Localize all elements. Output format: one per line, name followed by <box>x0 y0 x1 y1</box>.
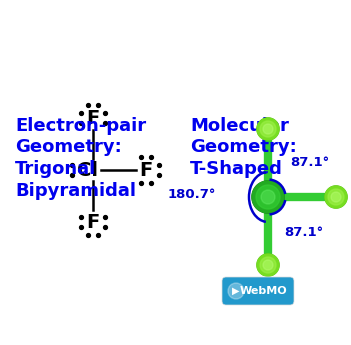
Circle shape <box>263 124 273 134</box>
Circle shape <box>325 186 347 208</box>
Circle shape <box>260 257 276 273</box>
Circle shape <box>257 118 279 140</box>
Circle shape <box>328 189 344 205</box>
Circle shape <box>252 181 284 213</box>
Text: 87.1°: 87.1° <box>284 227 323 239</box>
Circle shape <box>260 121 276 137</box>
Text: Cl: Cl <box>78 160 99 179</box>
Text: F: F <box>86 108 100 128</box>
Circle shape <box>261 190 275 204</box>
Text: Molecular
Geometry:
T-Shaped: Molecular Geometry: T-Shaped <box>190 117 297 178</box>
Circle shape <box>263 260 273 270</box>
Text: ▶: ▶ <box>232 286 240 296</box>
Text: 180.7°: 180.7° <box>168 187 216 200</box>
Text: 87.1°: 87.1° <box>290 157 329 169</box>
Text: WebMO: WebMO <box>239 286 287 296</box>
Circle shape <box>257 254 279 276</box>
Circle shape <box>252 181 284 213</box>
Text: F: F <box>86 213 100 231</box>
FancyBboxPatch shape <box>222 277 294 305</box>
Circle shape <box>256 185 280 209</box>
Circle shape <box>257 254 279 276</box>
Circle shape <box>325 186 347 208</box>
Text: F: F <box>139 160 153 179</box>
Circle shape <box>331 192 341 202</box>
Text: Electron-pair
Geometry:
Trigonal
Bipyramidal: Electron-pair Geometry: Trigonal Bipyram… <box>15 117 146 199</box>
Circle shape <box>257 118 279 140</box>
Circle shape <box>228 283 244 299</box>
